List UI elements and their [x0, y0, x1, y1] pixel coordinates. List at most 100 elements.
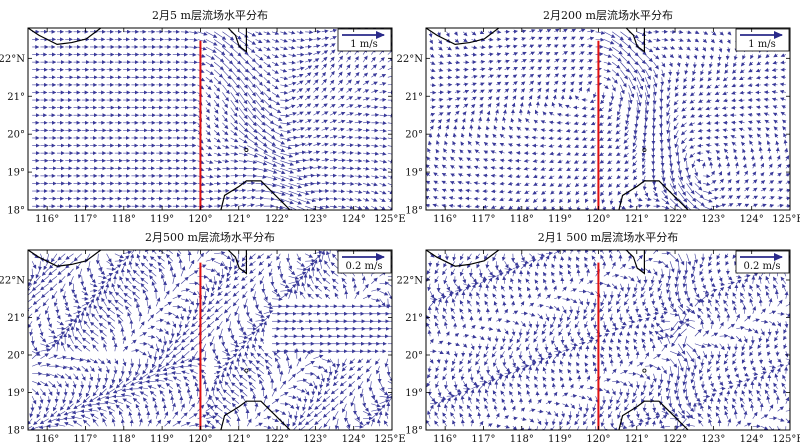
x-tick-label: 117° — [73, 434, 97, 445]
y-tick-label: 18° — [405, 426, 423, 437]
x-tick-label: 121° — [625, 214, 649, 225]
x-tick-label: 116° — [433, 434, 457, 445]
x-tick-label: 125°E — [772, 434, 800, 445]
panel-frame — [27, 27, 393, 211]
y-tick-label: 20° — [7, 130, 25, 141]
island-marker — [244, 368, 249, 373]
y-axis: 22°N 21° 20° 19° 18° — [0, 54, 392, 217]
scale-legend: 0.2 m/s — [735, 250, 790, 274]
x-axis: 116° 117° 118° 119° 120° 121° 122° 123° 124° 125°… — [433, 250, 800, 445]
current-vector-field — [32, 28, 392, 210]
x-tick-label: 119° — [548, 214, 572, 225]
y-tick-label: 21° — [7, 313, 25, 324]
x-tick-label: 118° — [112, 214, 136, 225]
current-vector-field — [28, 250, 392, 430]
panel-title: 2月1 500 m层流场水平分布 — [538, 230, 678, 244]
x-tick-label: 118° — [112, 434, 136, 445]
y-tick-label: 18° — [7, 206, 25, 217]
scale-label: 0.2 m/s — [743, 261, 780, 272]
x-tick-label: 120° — [586, 434, 610, 445]
y-axis: 22°N 21° 20° 19° 18° — [397, 54, 790, 217]
y-axis: 22°N 21° 20° 19° 18° — [0, 276, 392, 437]
panel-frame — [425, 27, 791, 211]
x-tick-label: 123° — [303, 214, 327, 225]
x-axis: 116° 117° 118° 119° 120° 121° 122° 123° 124° 125°… — [35, 28, 406, 225]
scale-label: 1 m/s — [350, 39, 378, 50]
x-tick-label: 121° — [625, 434, 649, 445]
x-tick-label: 124° — [342, 434, 366, 445]
y-tick-label: 21° — [405, 92, 423, 103]
panel-frame — [27, 249, 393, 431]
x-tick-label: 118° — [510, 434, 534, 445]
current-vector-field — [426, 250, 790, 430]
y-tick-label: 20° — [7, 351, 25, 362]
map-panel-p3: 2月500 m层流场水平分布 0.2 m/s 116° 117° 118° 119° 120… — [0, 230, 406, 445]
y-tick-label: 19° — [405, 168, 423, 179]
y-tick-label: 19° — [7, 388, 25, 399]
y-tick-label: 19° — [405, 388, 423, 399]
y-tick-label: 20° — [405, 351, 423, 362]
x-tick-label: 117° — [73, 214, 97, 225]
scale-label: 1 m/s — [748, 39, 776, 50]
y-tick-label: 22°N — [397, 54, 424, 65]
island-marker — [642, 147, 647, 152]
x-tick-label: 123° — [701, 214, 725, 225]
x-tick-label: 125°E — [772, 214, 800, 225]
y-tick-label: 20° — [405, 130, 423, 141]
x-axis: 116° 117° 118° 119° 120° 121° 122° 123° 124° 125°… — [35, 250, 406, 445]
panel-title: 2月200 m层流场水平分布 — [543, 8, 673, 22]
x-tick-label: 122° — [663, 434, 687, 445]
x-tick-label: 116° — [35, 214, 59, 225]
x-tick-label: 119° — [150, 214, 174, 225]
panel-frame — [425, 249, 791, 431]
x-tick-label: 125°E — [374, 214, 405, 225]
x-tick-label: 121° — [227, 434, 251, 445]
y-tick-label: 19° — [7, 168, 25, 179]
x-tick-label: 116° — [433, 214, 457, 225]
panel-title: 2月5 m层流场水平分布 — [152, 8, 268, 22]
coastline — [425, 27, 689, 211]
x-tick-label: 125°E — [374, 434, 405, 445]
x-tick-label: 122° — [265, 214, 289, 225]
panel-title: 2月500 m层流场水平分布 — [145, 230, 275, 244]
x-tick-label: 119° — [150, 434, 174, 445]
y-tick-label: 18° — [7, 426, 25, 437]
x-tick-label: 120° — [586, 214, 610, 225]
x-axis: 116° 117° 118° 119° 120° 121° 122° 123° 124° 125°… — [433, 28, 800, 225]
scale-legend: 1 m/s — [735, 28, 790, 52]
x-tick-label: 122° — [265, 434, 289, 445]
scale-legend: 0.2 m/s — [337, 250, 392, 274]
y-tick-label: 18° — [405, 206, 423, 217]
y-axis: 22°N 21° 20° 19° 18° — [397, 276, 790, 437]
coastline — [27, 249, 291, 431]
x-tick-label: 120° — [188, 214, 212, 225]
x-tick-label: 122° — [663, 214, 687, 225]
coastline — [425, 249, 689, 431]
x-tick-label: 124° — [740, 214, 764, 225]
map-panel-p1: 2月5 m层流场水平分布 1 m/s 116° 117° 118° 119° 120° 121… — [0, 8, 406, 225]
x-tick-label: 121° — [227, 214, 251, 225]
x-tick-label: 118° — [510, 214, 534, 225]
x-tick-label: 124° — [740, 434, 764, 445]
y-tick-label: 22°N — [397, 276, 424, 287]
x-tick-label: 119° — [548, 434, 572, 445]
y-tick-label: 22°N — [0, 54, 25, 65]
x-tick-label: 123° — [701, 434, 725, 445]
x-tick-label: 116° — [35, 434, 59, 445]
x-tick-label: 123° — [303, 434, 327, 445]
y-tick-label: 21° — [7, 92, 25, 103]
island-marker — [244, 147, 249, 152]
x-tick-label: 117° — [471, 434, 495, 445]
current-vector-field — [426, 28, 790, 210]
y-tick-label: 21° — [405, 313, 423, 324]
island-marker — [642, 368, 647, 373]
scale-label: 0.2 m/s — [345, 261, 382, 272]
x-tick-label: 124° — [342, 214, 366, 225]
coastline — [27, 27, 291, 211]
y-tick-label: 22°N — [0, 276, 25, 287]
scale-legend: 1 m/s — [337, 28, 392, 52]
x-tick-label: 117° — [471, 214, 495, 225]
